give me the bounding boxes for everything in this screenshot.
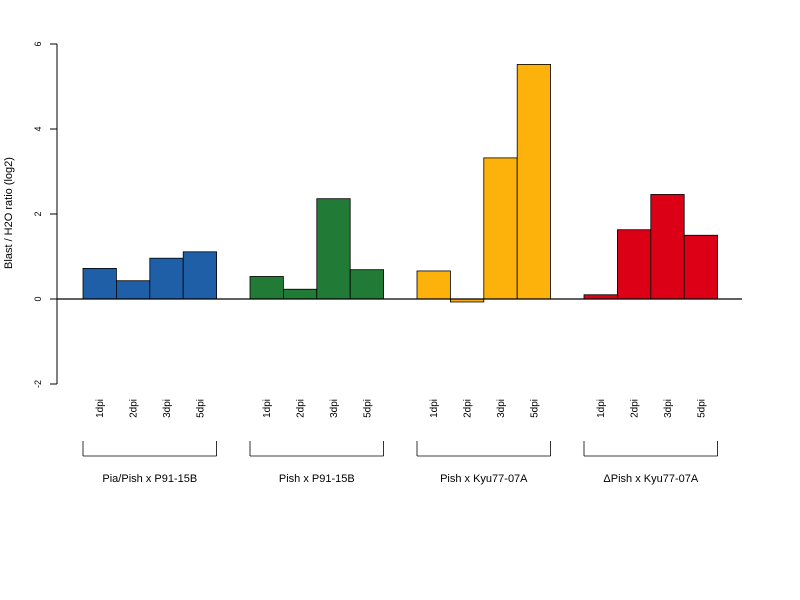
x-tick-label: 1dpi (429, 399, 440, 418)
bar (349, 269, 385, 300)
bar (316, 198, 351, 300)
group-label: Pish x P91-15B (279, 473, 355, 485)
x-tick-label: 5dpi (696, 399, 707, 418)
y-tick-label: 4 (33, 126, 43, 131)
x-tick-label: 1dpi (596, 399, 607, 418)
bar (617, 229, 652, 300)
group-label: ΔPish x Kyu77-07A (603, 473, 698, 485)
x-tick-label: 3dpi (496, 399, 507, 418)
x-tick-label: 2dpi (630, 399, 641, 418)
group-label: Pish x Kyu77-07A (440, 473, 528, 485)
bar (683, 234, 719, 300)
x-tick-label: 1dpi (95, 399, 106, 418)
x-tick-label: 1dpi (262, 399, 273, 418)
group-label: Pia/Pish x P91-15B (102, 473, 197, 485)
x-tick-label: 3dpi (663, 399, 674, 418)
bar (416, 270, 451, 300)
bar (82, 267, 117, 300)
bar (149, 257, 184, 300)
x-tick-label: 2dpi (296, 399, 307, 418)
x-tick-label: 3dpi (329, 399, 340, 418)
x-tick-label: 2dpi (129, 399, 140, 418)
bar (583, 294, 618, 300)
bar (483, 157, 518, 300)
x-tick-label: 5dpi (362, 399, 373, 418)
bar (516, 64, 552, 300)
x-tick-label: 5dpi (529, 399, 540, 418)
y-tick-label: 2 (33, 211, 43, 216)
group-brackets: Pia/Pish x P91-15B Pish x P91-15B Pish x K… (82, 441, 718, 485)
bar (249, 276, 284, 300)
x-tick-labels: 1dpi 2dpi 3dpi 5dpi 1dpi 2dpi 3dpi 5dpi 1dpi 2dpi… (95, 399, 707, 418)
x-tick-label: 5dpi (195, 399, 206, 418)
y-tick-label: -2 (33, 380, 43, 388)
bar (282, 288, 318, 300)
y-tick-label: 0 (33, 296, 43, 301)
y-tick-label: 6 (33, 41, 43, 46)
bar (650, 194, 685, 300)
bar (182, 251, 217, 300)
x-tick-label: 3dpi (162, 399, 173, 418)
bar (116, 280, 151, 300)
x-tick-label: 2dpi (463, 399, 474, 418)
bars (82, 64, 719, 303)
y-axis: -2 0 2 4 6 (33, 41, 58, 388)
y-axis-label: Blast / H2O ratio (log2) (3, 157, 15, 269)
